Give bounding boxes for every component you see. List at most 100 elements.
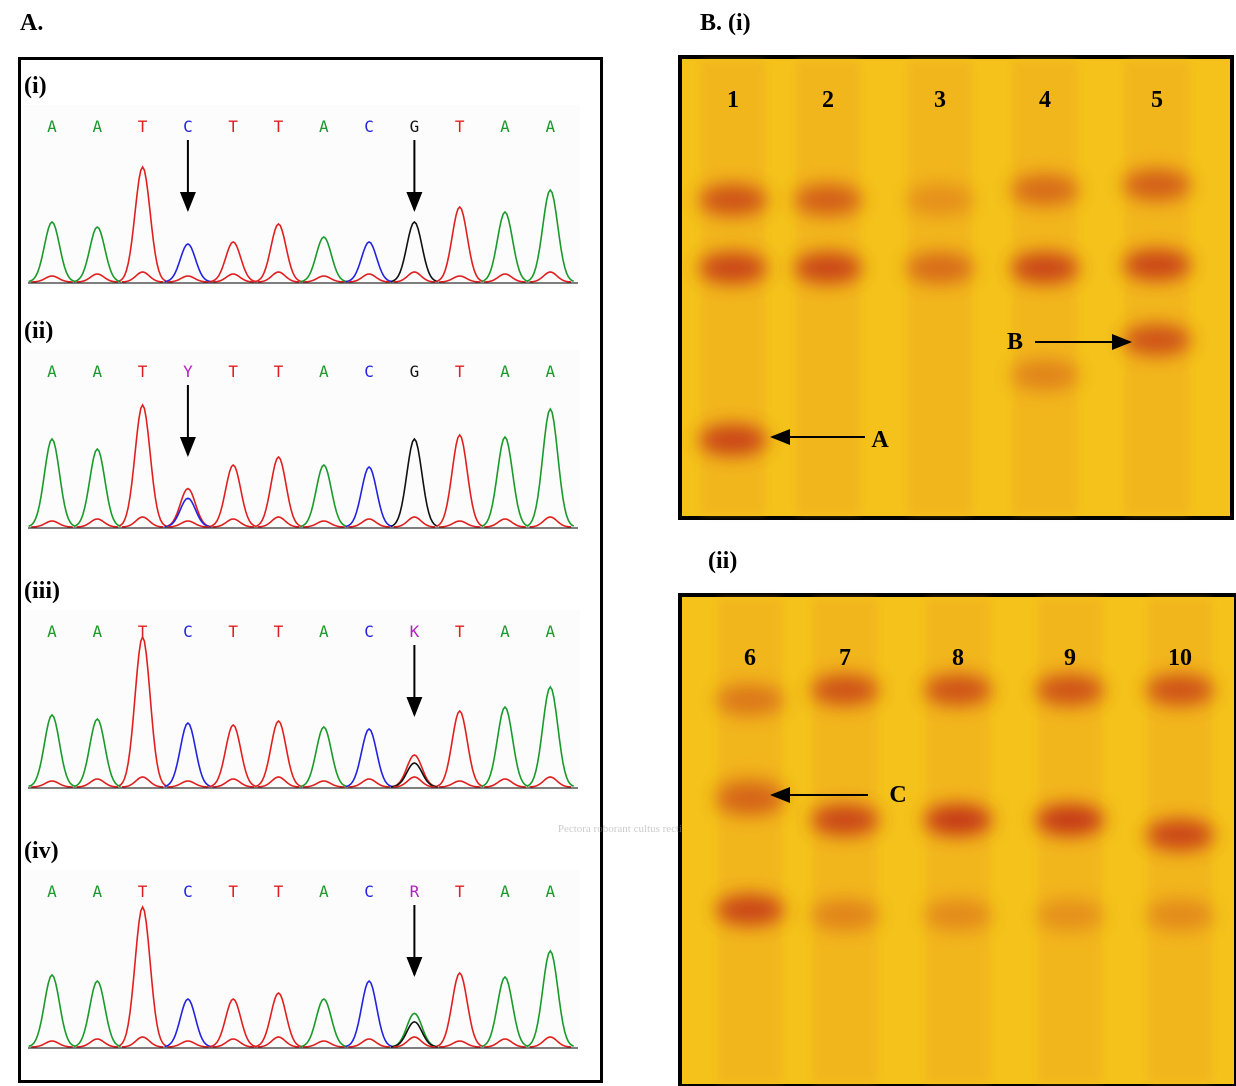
lane <box>1013 61 1077 514</box>
watermark: Pectora roborant cultus recti <box>558 823 682 835</box>
base-call: T <box>138 117 148 136</box>
peak <box>481 210 529 283</box>
lane-number: 5 <box>1151 87 1163 113</box>
band <box>1036 674 1104 706</box>
peak <box>28 973 76 1048</box>
trace-label: (i) <box>24 73 47 99</box>
band <box>1036 804 1104 836</box>
peak <box>436 205 484 283</box>
peak <box>167 1040 209 1048</box>
peak <box>212 518 254 528</box>
peak <box>118 403 167 527</box>
base-call: A <box>500 362 510 381</box>
base-call: T <box>455 882 465 901</box>
band <box>716 894 784 926</box>
base-call: C <box>364 362 374 381</box>
peak <box>73 447 121 528</box>
peak <box>209 241 257 283</box>
peak <box>390 220 439 283</box>
peak <box>393 271 436 283</box>
band <box>794 252 862 284</box>
band <box>1146 819 1214 851</box>
chromatograms: (i)A A T C T T A C G T A A(ii)A A T Y T T A C G T A A(iii)A A T C… <box>24 73 580 1052</box>
base-call: T <box>138 882 148 901</box>
peak <box>435 433 484 528</box>
band <box>699 252 767 284</box>
peak <box>302 780 345 788</box>
gel-label: (ii) <box>708 548 737 574</box>
peak <box>118 165 167 282</box>
peak <box>209 723 257 788</box>
peak <box>212 273 254 283</box>
base-call: A <box>47 622 57 641</box>
lane <box>718 599 782 1082</box>
peak <box>526 188 575 283</box>
base-call: A <box>47 362 57 381</box>
peak <box>31 520 73 528</box>
lane <box>796 61 860 514</box>
peak <box>118 905 167 1047</box>
base-call: A <box>500 622 510 641</box>
band <box>906 184 974 216</box>
lane <box>1038 599 1102 1082</box>
peak <box>254 455 303 528</box>
lane-number: 10 <box>1168 645 1192 671</box>
band <box>906 252 974 284</box>
peak <box>167 520 209 528</box>
base-call: A <box>500 117 510 136</box>
band <box>1146 674 1214 706</box>
trace-bg <box>24 105 580 287</box>
peak <box>73 717 121 788</box>
band <box>1011 252 1079 284</box>
base-call: T <box>274 882 284 901</box>
base-call: T <box>138 362 148 381</box>
peak <box>526 949 575 1047</box>
peak <box>438 275 481 283</box>
peak <box>73 979 121 1048</box>
peak <box>436 971 484 1048</box>
peak <box>28 220 76 283</box>
band <box>794 184 862 216</box>
peak <box>28 713 76 788</box>
band <box>699 424 767 456</box>
base-call: A <box>92 362 102 381</box>
base-call: A <box>47 117 57 136</box>
band <box>716 684 784 716</box>
peak <box>212 778 254 788</box>
peak <box>76 273 119 283</box>
peak <box>529 516 572 528</box>
base-call: C <box>364 117 374 136</box>
band <box>1123 324 1191 356</box>
peak <box>164 997 212 1048</box>
peak <box>121 516 164 528</box>
base-call: C <box>183 117 193 136</box>
base-call: T <box>228 117 238 136</box>
band <box>1036 899 1104 931</box>
base-call: A <box>319 117 329 136</box>
peak <box>31 780 73 788</box>
trace-bg <box>24 350 580 532</box>
peak <box>345 727 393 788</box>
trace-bg <box>24 870 580 1052</box>
peak <box>257 516 300 528</box>
lane-number: 1 <box>727 87 739 113</box>
base-call: A <box>319 882 329 901</box>
base-call: G <box>410 362 420 381</box>
trace-label: (ii) <box>24 318 53 344</box>
peak <box>348 1038 390 1048</box>
band <box>716 774 784 806</box>
peak <box>121 1036 164 1048</box>
base-call: T <box>455 117 465 136</box>
peak <box>436 709 484 788</box>
base-call: K <box>410 622 420 641</box>
base-call: G <box>410 117 420 136</box>
base-call: T <box>455 622 465 641</box>
peak <box>300 997 348 1048</box>
gel-label: B. (i) <box>700 10 751 36</box>
base-call: C <box>183 622 193 641</box>
peak <box>76 518 119 528</box>
base-call: A <box>92 117 102 136</box>
band <box>811 674 879 706</box>
peak <box>484 518 526 528</box>
